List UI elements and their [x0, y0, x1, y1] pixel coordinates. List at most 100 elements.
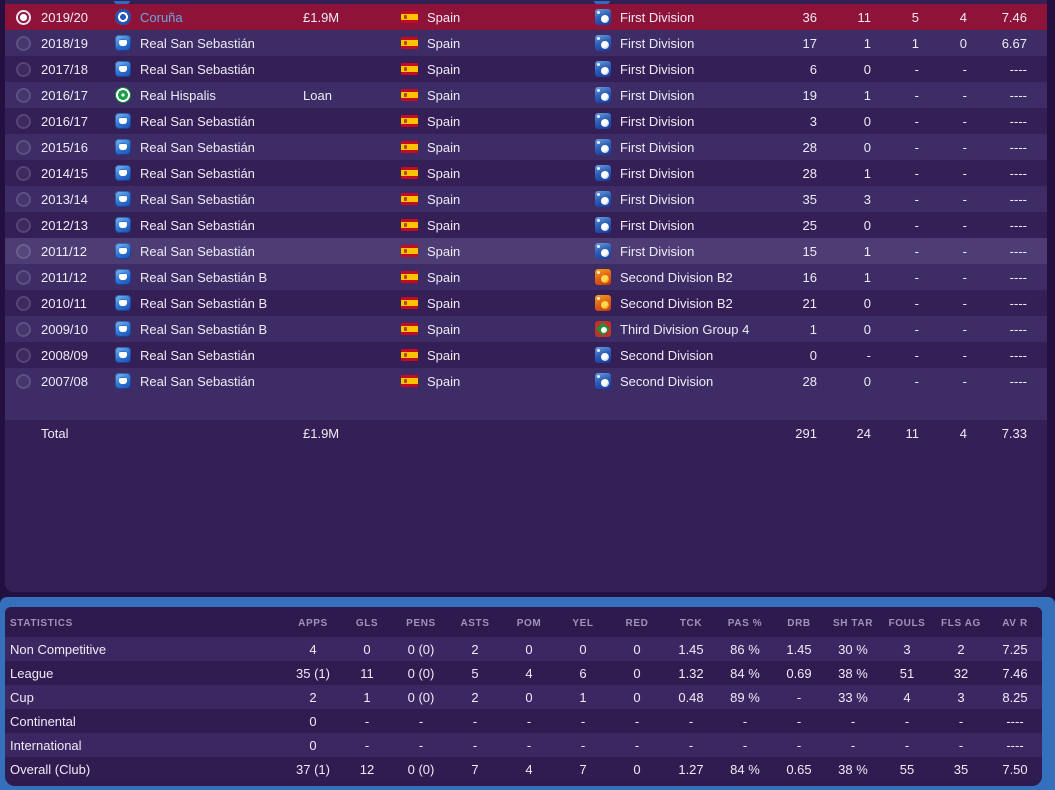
club-name: Real San Sebastián	[140, 35, 255, 51]
radio-icon[interactable]	[15, 347, 31, 363]
statistics-row: Overall (Club) 37 (1) 12 0 (0) 7 4 7 0 1.27 84 % 0…	[5, 757, 1042, 781]
stat-col3: -	[914, 61, 919, 77]
stats-value-pom: -	[526, 737, 532, 753]
career-row[interactable]: 2009/10 Real San Sebastián B Spain Third Di…	[5, 316, 1047, 342]
stats-value-av-r: ----	[1006, 737, 1024, 753]
stats-column-header-pens[interactable]: PENS	[406, 618, 436, 629]
career-empty-row	[5, 394, 1047, 420]
career-row[interactable]: 2012/13 Real San Sebastián Spain First Divi…	[5, 212, 1047, 238]
stats-column-header-gls[interactable]: GLS	[355, 618, 379, 629]
career-row[interactable]: 2008/09 Real San Sebastián Spain Second Div…	[5, 342, 1047, 368]
season-label: 2007/08	[41, 373, 88, 389]
stats-value-drb: -	[796, 737, 802, 753]
statistics-row: League 35 (1) 11 0 (0) 5 4 6 0 1.32 84 % 0.69 38 % 5…	[5, 661, 1042, 685]
spain-flag-icon	[401, 219, 418, 231]
stats-column-header-sh-tar[interactable]: SH TAR	[832, 618, 874, 629]
radio-cell	[5, 217, 41, 233]
stat-col3: -	[914, 139, 919, 155]
radio-icon[interactable]	[15, 191, 31, 207]
radio-icon[interactable]	[15, 243, 31, 259]
stats-value-tck: 1.45	[678, 641, 704, 657]
stats-value-sh-tar: -	[850, 713, 856, 729]
division-name: First Division	[620, 191, 695, 207]
stats-value-yel: -	[580, 713, 586, 729]
stat-avg-rating: ----	[1009, 373, 1027, 389]
stats-value-tck: 0.48	[678, 689, 704, 705]
stats-value-pens: 0 (0)	[407, 641, 435, 657]
radio-icon[interactable]	[15, 35, 31, 51]
career-row[interactable]: 2016/17 Real San Sebastián Spain First Divi…	[5, 108, 1047, 134]
nation-cell: Spain	[397, 10, 591, 25]
stats-column-header-yel[interactable]: YEL	[572, 618, 594, 629]
stats-value-gls: -	[364, 737, 370, 753]
stats-column-header-pom[interactable]: POM	[516, 618, 542, 629]
stat-avg-rating: ----	[1009, 243, 1027, 259]
stats-value-gls: 1	[363, 689, 371, 705]
radio-icon[interactable]	[15, 321, 31, 337]
nation-cell: Spain	[397, 348, 591, 363]
stat-avg-rating: ----	[1009, 87, 1027, 103]
stats-column-header-asts[interactable]: ASTS	[460, 618, 490, 629]
stats-column-header-apps[interactable]: APPS	[298, 618, 328, 629]
stat-col4: -	[962, 347, 967, 363]
radio-icon[interactable]	[15, 87, 31, 103]
club-name: Real San Sebastián B	[140, 269, 268, 285]
stat-col3: 5	[911, 9, 919, 25]
stats-value-pom: 4	[525, 665, 533, 681]
nation-cell: Spain	[397, 374, 591, 389]
nation-name: Spain	[427, 373, 461, 389]
career-row[interactable]: 2017/18 Real San Sebastián Spain First Divi…	[5, 56, 1047, 82]
stats-column-header-fls-ag[interactable]: FLS AG	[941, 618, 981, 629]
career-row[interactable]: 2013/14 Real San Sebastián Spain First Divi…	[5, 186, 1047, 212]
stat-col3: -	[914, 113, 919, 129]
career-row[interactable]: 2014/15 Real San Sebastián Spain First Divi…	[5, 160, 1047, 186]
career-row[interactable]: 2011/12 Real San Sebastián B Spain Second D…	[5, 264, 1047, 290]
stats-value-apps: 4	[309, 641, 317, 657]
statistics-row: Continental 0- - - - - - - - - - - - ----	[5, 709, 1042, 733]
stats-column-header-statistics[interactable]: STATISTICS	[10, 618, 73, 629]
stats-column-header-tck[interactable]: TCK	[679, 618, 703, 629]
season-label: 2010/11	[41, 295, 88, 311]
stats-value-apps: 2	[309, 689, 317, 705]
radio-icon[interactable]	[15, 61, 31, 77]
career-row[interactable]: 2018/19 Real San Sebastián Spain First Divi…	[5, 30, 1047, 56]
nation-cell: Spain	[397, 192, 591, 207]
radio-icon[interactable]	[15, 295, 31, 311]
career-rows: 2019/20 Coruña £1.9M Spain First Division 36 1…	[5, 4, 1047, 394]
career-row[interactable]: 2007/08 Real San Sebastián Spain Second Div…	[5, 368, 1047, 394]
stats-value-sh-tar: 38 %	[838, 761, 868, 777]
stats-value-pas-: 86 %	[730, 641, 760, 657]
stats-column-header-pas-[interactable]: PAS %	[727, 618, 763, 629]
radio-icon[interactable]	[15, 113, 31, 129]
stats-column-header-av-r[interactable]: AV R	[1002, 618, 1028, 629]
radio-icon[interactable]	[15, 139, 31, 155]
career-row[interactable]: 2011/12 Real San Sebastián Spain First Divi…	[5, 238, 1047, 264]
career-row[interactable]: 2019/20 Coruña £1.9M Spain First Division 36 1…	[5, 4, 1047, 30]
radio-cell	[5, 87, 41, 103]
radio-icon[interactable]	[15, 269, 31, 285]
career-row[interactable]: 2016/17 Real Hispalis Loan Spain First Divis…	[5, 82, 1047, 108]
stat-avg-rating: ----	[1009, 113, 1027, 129]
stats-column-header-red[interactable]: RED	[625, 618, 649, 629]
division-badge-icon	[595, 87, 611, 103]
stat-col3: -	[914, 243, 919, 259]
stat-apps: 0	[809, 347, 817, 363]
radio-icon[interactable]	[15, 217, 31, 233]
radio-icon[interactable]	[15, 165, 31, 181]
season-label: 2008/09	[41, 347, 88, 363]
club-name: Real San Sebastián	[140, 61, 255, 77]
stats-value-av-r: 7.46	[1002, 665, 1028, 681]
stats-value-asts: -	[472, 737, 478, 753]
stats-column-header-drb[interactable]: DRB	[787, 618, 811, 629]
stats-row-label: Overall (Club)	[10, 761, 91, 777]
radio-icon[interactable]	[15, 9, 31, 25]
club-badge-partial-icon	[114, 1, 130, 4]
stats-column-header-fouls[interactable]: FOULS	[888, 618, 926, 629]
radio-icon[interactable]	[15, 373, 31, 389]
club-name[interactable]: Coruña	[140, 9, 183, 25]
career-row[interactable]: 2010/11 Real San Sebastián B Spain Second D…	[5, 290, 1047, 316]
club-cell: Real Hispalis	[111, 87, 303, 103]
stats-value-fls-ag: 32	[953, 665, 969, 681]
career-row[interactable]: 2015/16 Real San Sebastián Spain First Divi…	[5, 134, 1047, 160]
season-label: 2019/20	[41, 9, 88, 25]
